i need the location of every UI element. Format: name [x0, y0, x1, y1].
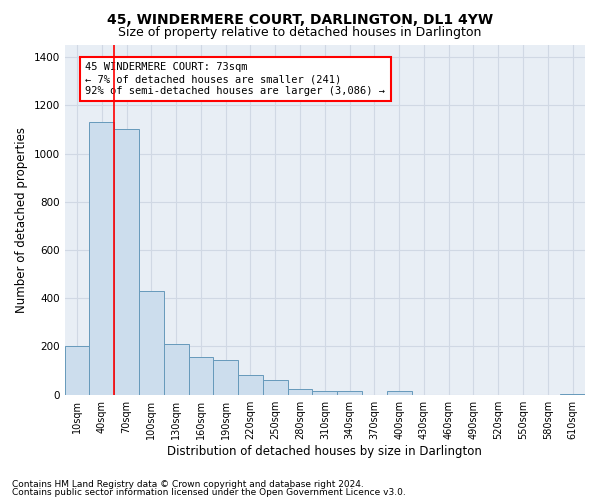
- Bar: [89, 122, 114, 394]
- Bar: [65, 346, 89, 395]
- Bar: [114, 130, 139, 394]
- Bar: [387, 391, 412, 394]
- Text: 45 WINDERMERE COURT: 73sqm
← 7% of detached houses are smaller (241)
92% of semi: 45 WINDERMERE COURT: 73sqm ← 7% of detac…: [85, 62, 385, 96]
- Bar: [263, 380, 287, 394]
- Text: 45, WINDERMERE COURT, DARLINGTON, DL1 4YW: 45, WINDERMERE COURT, DARLINGTON, DL1 4Y…: [107, 12, 493, 26]
- Text: Contains public sector information licensed under the Open Government Licence v3: Contains public sector information licen…: [12, 488, 406, 497]
- Bar: [238, 376, 263, 394]
- Bar: [337, 391, 362, 394]
- X-axis label: Distribution of detached houses by size in Darlington: Distribution of detached houses by size …: [167, 444, 482, 458]
- Bar: [287, 388, 313, 394]
- Bar: [139, 291, 164, 395]
- Bar: [188, 358, 214, 395]
- Text: Contains HM Land Registry data © Crown copyright and database right 2024.: Contains HM Land Registry data © Crown c…: [12, 480, 364, 489]
- Bar: [313, 391, 337, 394]
- Bar: [214, 360, 238, 394]
- Text: Size of property relative to detached houses in Darlington: Size of property relative to detached ho…: [118, 26, 482, 39]
- Y-axis label: Number of detached properties: Number of detached properties: [15, 127, 28, 313]
- Bar: [164, 344, 188, 395]
